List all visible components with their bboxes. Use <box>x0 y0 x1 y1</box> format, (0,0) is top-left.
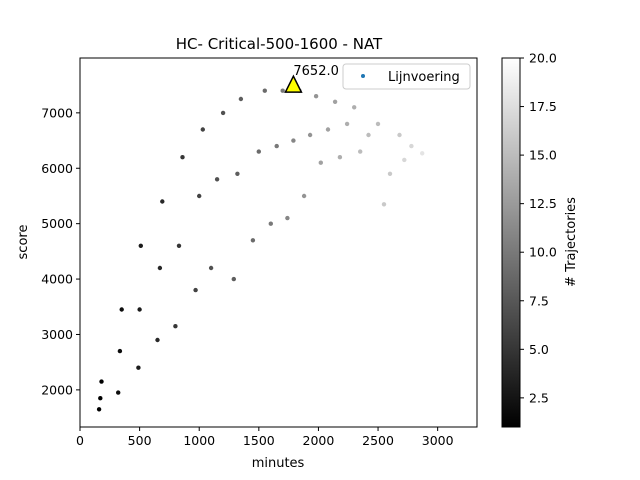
y-axis: 2000 3000 4000 5000 6000 7000 <box>41 105 80 397</box>
data-point <box>176 243 182 248</box>
data-point <box>366 132 371 138</box>
data-point <box>397 132 402 138</box>
legend: Lijnvoering <box>342 63 471 90</box>
colorbar-tick-label: 17.5 <box>529 99 557 114</box>
x-tick-label: 3000 <box>422 433 454 448</box>
data-point <box>375 121 381 127</box>
data-point <box>250 238 256 243</box>
data-point <box>409 143 414 149</box>
data-point <box>157 265 163 271</box>
data-point <box>200 127 205 132</box>
data-point <box>256 149 261 154</box>
chart-title: HC- Critical-500-1600 - NAT <box>176 35 383 53</box>
y-tick-label: 7000 <box>41 105 73 120</box>
data-point <box>208 265 214 271</box>
colorbar-tick-label: 7.5 <box>529 293 549 308</box>
data-point <box>337 155 343 160</box>
colorbar-tick-label: 20.0 <box>529 51 557 66</box>
data-point <box>381 202 387 207</box>
y-axis-label: score <box>16 225 31 260</box>
data-point <box>420 151 425 156</box>
y-tick-label: 3000 <box>41 327 73 342</box>
legend-marker <box>361 74 365 78</box>
data-point <box>137 307 142 312</box>
data-point <box>193 287 198 293</box>
colorbar-tick-label: 5.0 <box>529 342 549 357</box>
data-point <box>402 157 407 163</box>
data-point <box>138 243 143 248</box>
data-point <box>155 337 160 343</box>
data-point <box>280 88 285 93</box>
data-point <box>160 199 165 204</box>
data-points <box>96 88 425 412</box>
data-point <box>344 121 350 127</box>
x-tick-label: 2000 <box>303 433 335 448</box>
data-point <box>313 94 319 99</box>
x-axis: 0 500 1000 1500 2000 2500 3000 <box>76 427 454 448</box>
data-point <box>173 324 178 329</box>
data-point <box>268 221 273 226</box>
y-tick-label: 6000 <box>41 161 73 176</box>
data-point <box>117 348 123 354</box>
data-point <box>231 276 236 282</box>
colorbar-tick-label: 12.5 <box>529 196 557 211</box>
x-axis-label: minutes <box>252 456 305 471</box>
data-point <box>235 171 240 176</box>
y-tick-label: 4000 <box>41 272 73 287</box>
data-point <box>262 88 267 93</box>
data-point <box>197 193 202 199</box>
data-point <box>332 99 338 105</box>
x-tick-label: 1500 <box>243 433 275 448</box>
colorbar-tick-label: 2.5 <box>529 390 549 405</box>
best-score-annotation: 7652.0 <box>293 64 339 79</box>
data-point <box>307 132 313 138</box>
plot-area <box>80 58 477 427</box>
data-point <box>325 127 331 132</box>
colorbar-tick-label: 15.0 <box>529 148 557 163</box>
best-score-triangle-icon <box>284 74 303 93</box>
data-point <box>274 143 279 149</box>
y-tick-label: 2000 <box>41 382 73 397</box>
x-tick-label: 2500 <box>362 433 394 448</box>
x-tick-label: 500 <box>128 433 152 448</box>
data-point <box>318 160 323 165</box>
y-tick-label: 5000 <box>41 216 73 231</box>
data-point <box>119 307 124 312</box>
data-point <box>285 215 290 221</box>
data-point <box>214 177 220 182</box>
data-point <box>116 390 121 395</box>
colorbar-label: # Trajectories <box>564 197 579 287</box>
colorbar: 2.5 5.0 7.5 10.0 12.5 15.0 17.5 20.0 # Trajecto… <box>501 51 579 428</box>
plot-frame <box>79 57 478 428</box>
data-point <box>352 105 357 110</box>
colorbar-tick-label: 10.0 <box>529 245 557 260</box>
data-point <box>99 379 104 384</box>
data-point <box>238 96 244 102</box>
best-score-marker: 7652.0 <box>284 64 339 93</box>
data-point <box>291 138 296 143</box>
colorbar-gradient <box>501 57 521 428</box>
legend-box <box>342 63 471 90</box>
data-point <box>96 407 102 412</box>
data-point <box>358 149 363 154</box>
data-point <box>301 193 307 199</box>
colorbar-ticks: 2.5 5.0 7.5 10.0 12.5 15.0 17.5 20.0 <box>520 51 557 405</box>
data-point <box>98 396 103 401</box>
data-point <box>136 365 141 370</box>
x-tick-label: 1000 <box>183 433 215 448</box>
legend-label: Lijnvoering <box>388 70 460 85</box>
x-tick-label: 0 <box>76 433 84 448</box>
data-point <box>180 155 185 160</box>
data-point <box>387 171 393 176</box>
data-point <box>220 110 226 116</box>
